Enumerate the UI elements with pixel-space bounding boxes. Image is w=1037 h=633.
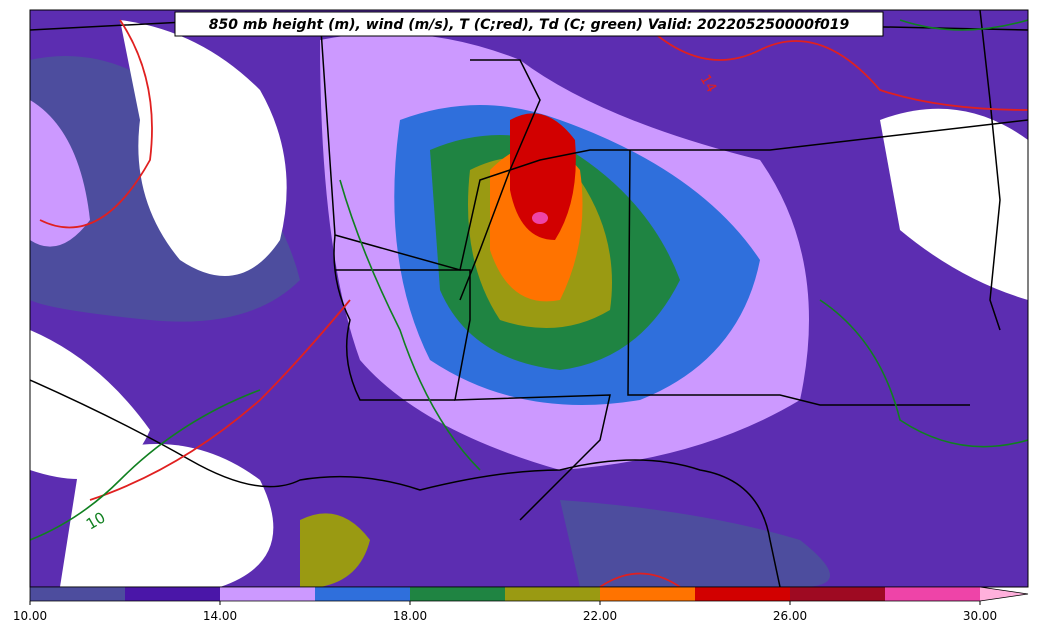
colorbar-segment	[30, 587, 125, 601]
colorbar-tick-label: 30.00	[963, 609, 997, 623]
map-title: 850 mb height (m), wind (m/s), T (C;red)…	[209, 17, 850, 33]
colorbar-segment	[505, 587, 600, 601]
contour-label: 14	[697, 72, 720, 96]
map-field: 14 10	[30, 10, 1028, 587]
colorbar-segment	[315, 587, 410, 601]
colorbar: 10.00 14.00 18.00 22.00 26.00 30.00	[13, 586, 1029, 623]
colorbar-extension	[980, 587, 1028, 601]
colorbar-segment	[885, 587, 980, 601]
colorbar-segment	[695, 587, 790, 601]
colorbar-segment	[125, 587, 220, 601]
title-box	[174, 11, 884, 37]
colorbar-segment	[790, 587, 885, 601]
colorbar-tick-label: 18.00	[393, 609, 427, 623]
colorbar-segment	[410, 587, 505, 601]
colorbar-tick-label: 26.00	[773, 609, 807, 623]
colorbar-tick-label: 10.00	[13, 609, 47, 623]
colorbar-tick-label: 22.00	[583, 609, 617, 623]
colorbar-segment	[600, 587, 695, 601]
colorbar-outline	[29, 586, 1029, 602]
colorbar-tick-label: 14.00	[203, 609, 237, 623]
colorbar-segment	[220, 587, 315, 601]
